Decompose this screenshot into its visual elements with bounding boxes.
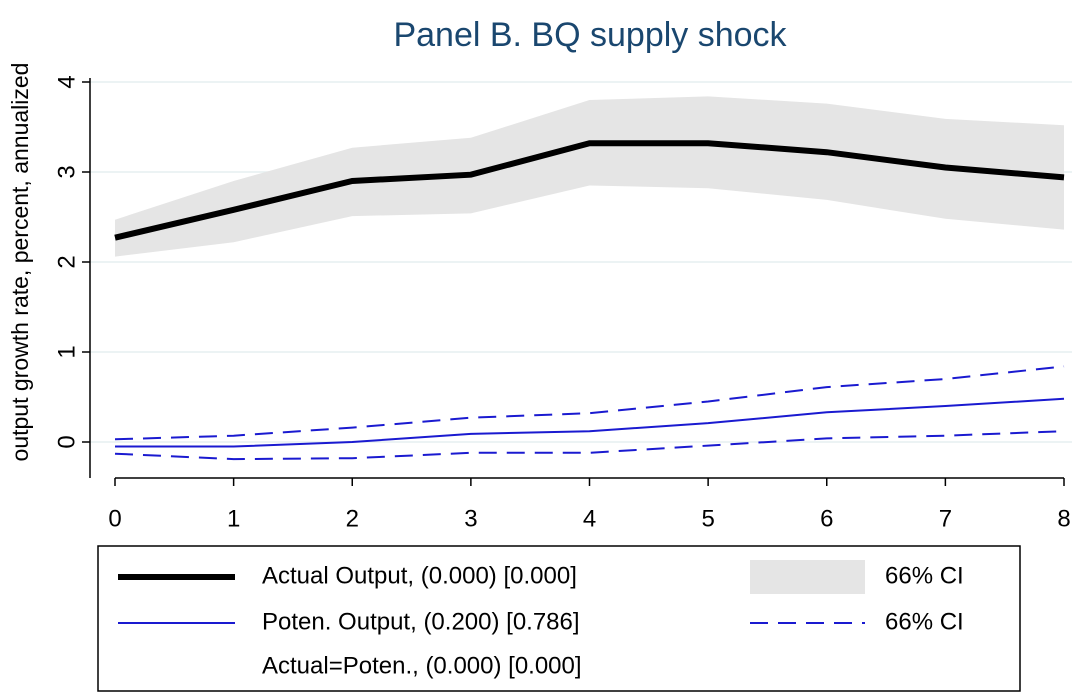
- chart-title: Panel B. BQ supply shock: [393, 16, 787, 54]
- legend-box: [97, 545, 1021, 692]
- x-tick-label: 2: [346, 505, 359, 532]
- y-tick-label: 2: [53, 255, 80, 268]
- x-tick-label: 1: [227, 505, 240, 532]
- x-tick-label: 6: [820, 505, 833, 532]
- legend-note: Actual=Poten., (0.000) [0.000]: [262, 652, 582, 679]
- y-tick-label: 0: [53, 435, 80, 448]
- y-tick-label: 1: [53, 345, 80, 358]
- legend-label: 66% CI: [885, 562, 964, 589]
- y-tick-label: 3: [53, 165, 80, 178]
- legend-swatch: [750, 560, 865, 594]
- ci-line: [114, 430, 1065, 461]
- legend-label: 66% CI: [885, 608, 964, 635]
- ci-line: [114, 365, 1065, 441]
- x-tick-label: 0: [108, 505, 121, 532]
- ci-area: [115, 96, 1064, 257]
- series-line: [115, 397, 1065, 448]
- x-tick-label: 5: [701, 505, 714, 532]
- x-tick-label: 7: [939, 505, 952, 532]
- x-tick-label: 8: [1057, 505, 1070, 532]
- y-axis-label: output growth rate, percent, annualized: [7, 63, 33, 462]
- x-tick-label: 3: [464, 505, 477, 532]
- y-tick-label: 4: [53, 75, 80, 88]
- legend-label: Actual Output, (0.000) [0.000]: [262, 562, 577, 589]
- x-tick-label: 4: [583, 505, 596, 532]
- series-line: [114, 140, 1065, 241]
- legend-label: Poten. Output, (0.200) [0.786]: [262, 608, 580, 635]
